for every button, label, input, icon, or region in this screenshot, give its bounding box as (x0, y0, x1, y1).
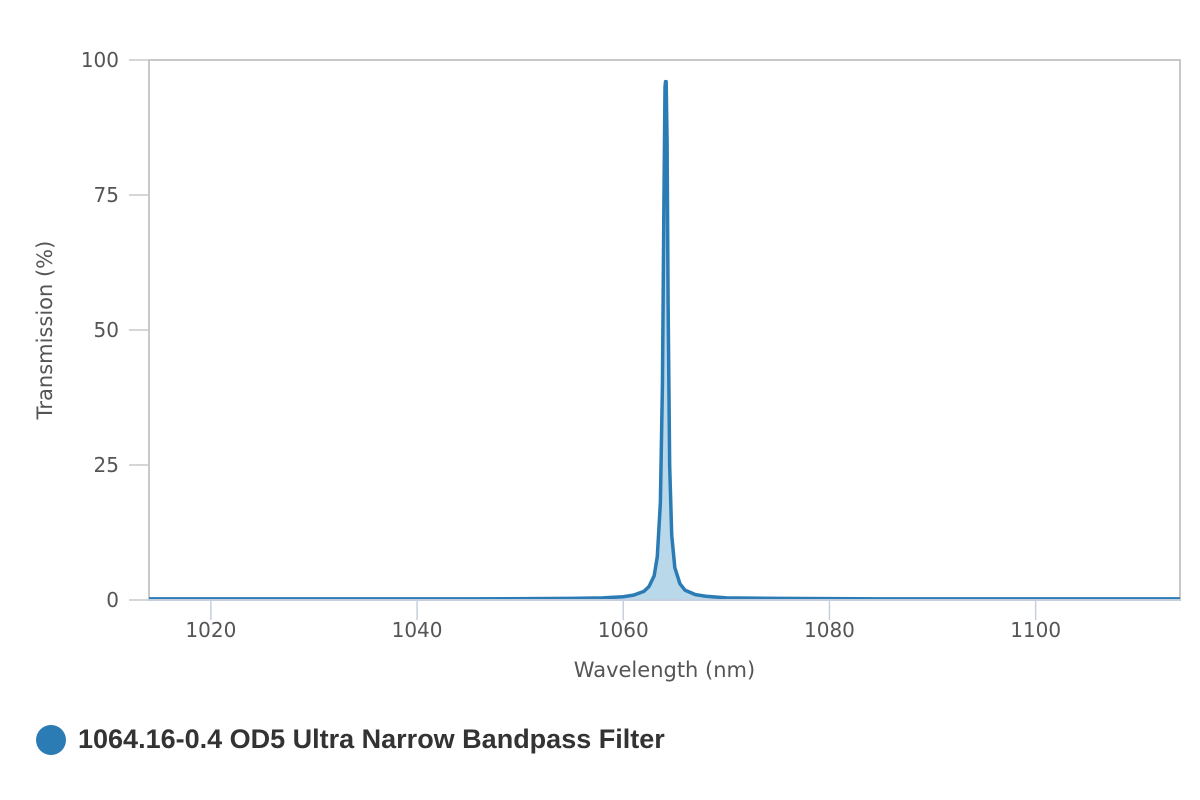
series-line (149, 79, 1180, 601)
x-tick-labels: 1020 1040 1060 1080 1100 (185, 618, 1061, 642)
y-axis-title: Transmission (%) (33, 241, 57, 421)
x-axis-title: Wavelength (nm) (574, 658, 755, 682)
y-tick-labels: 0 25 50 75 100 (81, 48, 119, 612)
y-tick-label: 25 (94, 453, 119, 477)
y-tick-marks (129, 59, 149, 601)
x-tick-label: 1060 (598, 618, 649, 642)
legend-label: 1064.16-0.4 OD5 Ultra Narrow Bandpass Fi… (78, 724, 665, 754)
legend-marker-icon (36, 724, 66, 755)
x-tick-label: 1080 (804, 618, 855, 642)
x-tick-label: 1020 (185, 618, 236, 642)
y-tick-label: 50 (94, 318, 119, 342)
y-tick-label: 0 (106, 588, 119, 612)
y-tick-label: 75 (94, 183, 119, 207)
legend-item[interactable]: 1064.16-0.4 OD5 Ultra Narrow Bandpass Fi… (36, 724, 665, 755)
x-tick-label: 1100 (1010, 618, 1061, 642)
x-tick-marks (210, 600, 1037, 620)
y-tick-label: 100 (81, 48, 119, 72)
x-tick-label: 1040 (392, 618, 443, 642)
